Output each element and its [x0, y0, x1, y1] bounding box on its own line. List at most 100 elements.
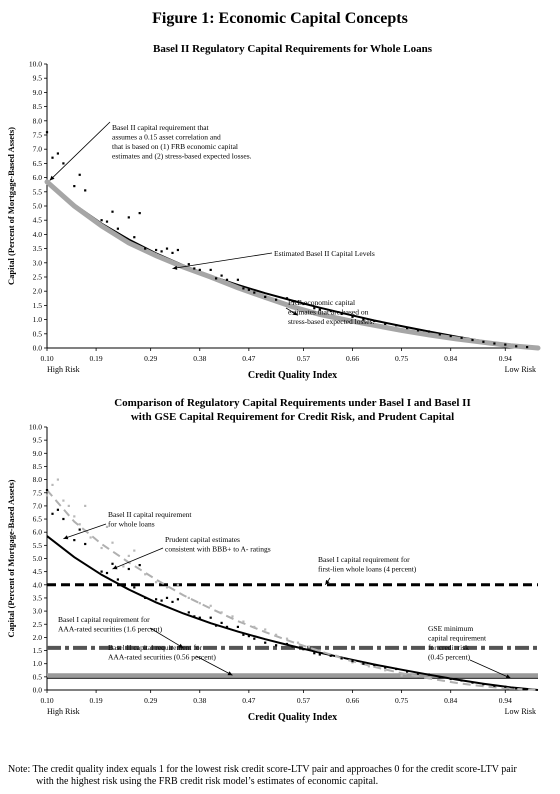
annotation-text: estimates that are based on — [288, 308, 369, 317]
y-tick-label: 4.5 — [33, 567, 43, 576]
data-point — [438, 333, 441, 336]
data-point — [127, 216, 130, 219]
data-point — [193, 615, 196, 618]
annotation-arrow — [149, 627, 184, 649]
y-tick-label: 6.5 — [33, 515, 43, 524]
y-axis-title: Capital (Percent of Mortgage-Based Asset… — [6, 479, 16, 637]
data-point — [138, 564, 141, 567]
series-line — [46, 535, 539, 691]
x-tick-label: 0.66 — [346, 354, 359, 363]
data-point — [78, 523, 81, 526]
annotation-text: Basel I capital requirement for — [318, 555, 410, 564]
chart-capital-comparison: Comparison of Regulatory Capital Require… — [0, 394, 560, 764]
y-tick-label: 8.0 — [33, 116, 43, 125]
data-point — [329, 654, 332, 657]
y-tick-label: 1.5 — [33, 646, 43, 655]
data-point — [160, 599, 163, 602]
annotation-arrow — [469, 659, 511, 679]
y-tick-label: 0.5 — [33, 672, 43, 681]
data-point — [504, 685, 507, 688]
x-tick-label: 0.94 — [499, 354, 512, 363]
y-tick-label: 3.0 — [33, 258, 43, 267]
annotation-text: assumes a 0.15 asset correlation and — [112, 133, 221, 142]
data-point — [155, 581, 158, 584]
y-tick-label: 7.5 — [33, 131, 43, 140]
y-tick-label: 4.5 — [33, 216, 43, 225]
annotation-arrowhead — [178, 643, 184, 648]
chart-subtitle: with GSE Capital Requirement for Credit … — [131, 411, 454, 423]
data-point — [89, 536, 92, 539]
x-end-label-low-risk: Low Risk — [505, 365, 536, 374]
y-tick-label: 1.5 — [33, 301, 43, 310]
data-point — [242, 287, 245, 290]
data-point — [384, 669, 387, 672]
y-axis-title: Capital (Percent of Mortgage-Based Asset… — [6, 127, 16, 285]
data-point — [51, 156, 54, 159]
y-tick-label: 7.0 — [33, 501, 43, 510]
data-point — [45, 131, 49, 134]
data-point — [515, 345, 518, 348]
y-tick-label: 10.0 — [29, 60, 42, 69]
x-tick-label: 0.94 — [499, 696, 512, 705]
x-tick-label: 0.66 — [346, 696, 359, 705]
data-point — [253, 291, 256, 294]
data-point — [193, 267, 196, 270]
data-point — [122, 565, 125, 568]
data-point — [373, 319, 376, 323]
data-point — [340, 657, 343, 660]
data-point — [155, 598, 158, 601]
data-point — [362, 318, 365, 321]
data-point — [220, 274, 223, 277]
y-tick-label: 2.5 — [33, 273, 43, 282]
annotation-text: AAA-rated securities (1.6 percent) — [58, 625, 163, 634]
data-point — [416, 329, 420, 332]
data-point — [111, 210, 114, 213]
x-tick-label: 0.10 — [40, 354, 53, 363]
annotation-text: Basel II capital requirement that — [112, 123, 210, 132]
annotation-text: for credit risk — [428, 643, 469, 652]
y-tick-label: 7.0 — [33, 145, 43, 154]
annotation-text: Basel II capital requirement for — [108, 643, 203, 652]
data-point — [220, 611, 223, 614]
data-point — [56, 478, 59, 481]
y-tick-label: 0.0 — [33, 686, 43, 695]
data-point — [127, 554, 130, 557]
data-point — [116, 227, 119, 230]
data-point — [160, 250, 163, 253]
x-tick-label: 0.75 — [395, 696, 408, 705]
y-tick-label: 8.0 — [33, 475, 43, 484]
annotation-arrowhead — [227, 671, 233, 676]
data-point — [209, 268, 212, 271]
y-tick-label: 8.5 — [33, 102, 43, 111]
data-point — [313, 307, 316, 310]
annotation-arrowhead — [63, 535, 69, 540]
data-point — [416, 672, 420, 675]
data-point — [373, 663, 376, 667]
data-point — [78, 173, 81, 176]
annotation-arrow — [172, 252, 273, 269]
note-line-2: with the highest risk using the FRB cred… — [36, 776, 379, 787]
data-point — [264, 641, 267, 644]
y-tick-label: 5.5 — [33, 541, 43, 550]
data-point — [144, 247, 147, 250]
x-tick-label: 0.84 — [444, 354, 457, 363]
annotation-arrowhead — [293, 311, 298, 316]
data-point — [307, 645, 310, 648]
annotation-text: Basel I capital requirement for — [58, 615, 150, 624]
data-point — [493, 684, 496, 687]
data-point — [187, 263, 190, 266]
data-point — [176, 583, 179, 586]
x-axis-title: Credit Quality Index — [248, 370, 337, 381]
x-tick-label: 0.29 — [144, 696, 157, 705]
data-point — [351, 660, 354, 663]
data-point — [449, 335, 452, 338]
data-point — [220, 621, 223, 624]
data-point — [395, 667, 398, 671]
chart-title: Basel II Regulatory Capital Requirements… — [153, 43, 433, 55]
y-tick-label: 5.5 — [33, 187, 43, 196]
annotation-text: consistent with BBB+ to A- ratings — [165, 545, 271, 554]
data-point — [504, 343, 507, 346]
annotation-text: stress-based expected losses. — [288, 317, 375, 326]
data-point — [225, 278, 229, 281]
data-point — [209, 616, 212, 619]
